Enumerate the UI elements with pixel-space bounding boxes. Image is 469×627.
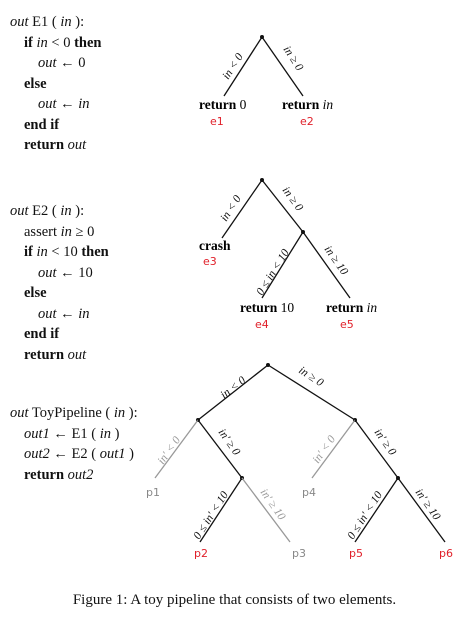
e1-line-endif: end if — [24, 116, 60, 133]
toy-path-p1: p1 — [146, 486, 160, 499]
e2-line-else: else — [24, 285, 47, 301]
toy-edge-lr-right — [241, 477, 291, 543]
toy-edge-left-right — [197, 419, 243, 479]
e2-edge-label-inner-left: 0 ≤ in < 10 — [254, 247, 292, 297]
e2-tag-e4: e4 — [255, 318, 269, 331]
e2-code: out E2 ( in ): assert in ≥ 0 if in < 10 … — [10, 201, 109, 365]
toy-edge-right-right — [354, 419, 399, 479]
toy-edge-label-lr: in′ ≥ 0 — [216, 427, 243, 458]
e2-line-assert: assert in ≥ 0 — [24, 223, 95, 240]
toy-line-out1: out1 ← E1 ( in ) — [24, 425, 120, 442]
toy-path-p3: p3 — [292, 547, 306, 560]
e1-edge-right — [261, 36, 304, 97]
e1-tree: in < 0 in ≥ 0 return 0 e1 return in e2 — [199, 35, 333, 128]
e1-tag-e1: e1 — [210, 115, 224, 128]
e2-line-assign-in: out ← in — [38, 305, 90, 322]
e1-leaf-return-in: return in — [282, 97, 333, 112]
e2-line-return: return out — [24, 346, 87, 363]
e2-line-if: if in < 10 then — [24, 244, 109, 260]
e1-line-assign-in: out ← in — [38, 96, 90, 112]
e1-edge-label-left: in < 0 — [220, 51, 246, 81]
e1-header: out E1 ( in ): — [10, 14, 85, 30]
e2-edge-inner-right — [302, 231, 351, 299]
toy-line-out2: out2 ← E2 ( out1 ) — [24, 446, 134, 462]
toy-edge-label-lrl: 0 ≤ in′ < 10 — [191, 489, 231, 541]
e2-leaf-return-in: return in — [326, 300, 377, 315]
toy-path-p6: p6 — [439, 547, 453, 560]
e2-edge-left — [221, 179, 263, 239]
toy-edge-rr-right — [397, 477, 446, 543]
e1-line-else: else — [24, 75, 47, 92]
e2-tag-e3: e3 — [203, 255, 217, 268]
toy-edge-label-left: in < 0 — [218, 374, 248, 401]
e1-edge-left — [223, 36, 263, 97]
toy-edge-lr-left — [199, 477, 243, 543]
e1-line-return: return out — [24, 137, 87, 153]
e1-code: out E1 ( in ): if in < 0 then out ← 0 el… — [10, 12, 101, 156]
toy-header: out ToyPipeline ( in ): — [10, 405, 138, 421]
toy-path-p2: p2 — [194, 547, 208, 560]
toy-tree: in < 0 in ≥ 0 in′ < 0 in′ ≥ 0 0 ≤ in′ < … — [146, 363, 453, 560]
toy-edge-right — [267, 364, 356, 421]
e2-line-assign10: out ← 10 — [38, 264, 93, 281]
e2-line-endif: end if — [24, 326, 60, 342]
e2-leaf-crash: crash — [199, 238, 231, 253]
figure-caption: Figure 1: A toy pipeline that consists o… — [72, 592, 397, 608]
toy-edge-label-rr: in′ ≥ 0 — [372, 427, 399, 458]
e1-line-if: if in < 0 then — [24, 34, 102, 51]
toy-line-return: return out2 — [24, 466, 94, 483]
e1-line-assign0: out ← 0 — [38, 55, 86, 71]
toy-path-p5: p5 — [349, 547, 363, 560]
e2-edge-label-left: in < 0 — [218, 193, 244, 223]
toy-path-p4: p4 — [302, 486, 316, 499]
toy-edge-left — [197, 364, 269, 421]
e2-leaf-return10: return 10 — [240, 300, 294, 315]
e2-edge-right — [261, 179, 304, 233]
toy-edge-label-rrl: 0 ≤ in′ < 10 — [345, 489, 385, 541]
e2-header: out E2 ( in ): — [10, 203, 85, 219]
e2-edge-inner-left — [261, 231, 304, 299]
toy-code: out ToyPipeline ( in ): out1 ← E1 ( in )… — [10, 403, 138, 485]
e1-tag-e2: e2 — [300, 115, 314, 128]
e2-tag-e5: e5 — [340, 318, 354, 331]
e2-edge-label-right: in ≥ 0 — [280, 185, 306, 214]
e1-leaf-return0: return 0 — [199, 97, 247, 112]
e2-tree: in < 0 in ≥ 0 0 ≤ in < 10 in ≥ 10 crash … — [199, 178, 377, 331]
e2-edge-label-inner-right: in ≥ 10 — [322, 244, 351, 278]
toy-edge-rr-left — [354, 477, 399, 543]
toy-edge-left-left — [154, 419, 199, 479]
toy-edge-right-left — [311, 419, 356, 479]
toy-edge-label-ll: in′ < 0 — [156, 434, 184, 466]
